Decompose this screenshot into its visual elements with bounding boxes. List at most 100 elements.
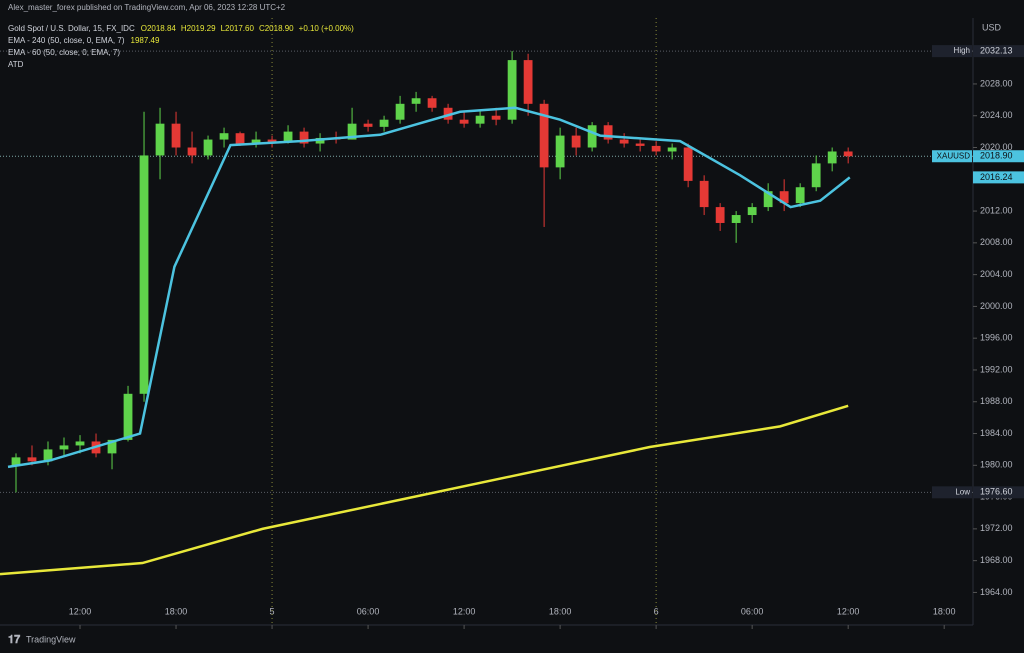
y-tick-label: 2012.00	[980, 205, 1013, 215]
ema-line	[7, 106, 851, 469]
candle-body	[75, 441, 85, 446]
candle-body	[603, 125, 613, 140]
candle-body	[219, 133, 229, 140]
ema-line	[0, 404, 849, 576]
y-tick-label: 1964.00	[980, 587, 1013, 597]
header: Alex_master_forex published on TradingVi…	[8, 3, 286, 12]
candle-body	[187, 147, 197, 156]
price-marker-name: Low	[955, 487, 970, 496]
x-tick-label: 6	[654, 606, 659, 616]
x-tick-label: 12:00	[453, 606, 476, 616]
y-tick-label: 1980.00	[980, 460, 1013, 470]
legend-ohlc: H2019.29	[181, 24, 216, 33]
candle-body	[843, 151, 853, 157]
price-marker-name: XAUUSD	[937, 151, 971, 160]
candle-body	[43, 449, 53, 462]
candle-body	[699, 180, 709, 208]
candle-body	[411, 98, 421, 104]
price-marker-bg	[973, 150, 1024, 163]
candle-body	[555, 135, 565, 168]
candle-body	[427, 98, 437, 108]
candle-body	[667, 147, 677, 152]
candle-body	[539, 103, 549, 168]
candle-body	[235, 133, 245, 144]
candle-body	[523, 60, 533, 104]
price-marker-label: 2032.13	[980, 46, 1013, 56]
candle-body	[203, 139, 213, 156]
candle-body	[347, 123, 357, 140]
y-tick-label: 2028.00	[980, 78, 1013, 88]
legend-line-name: EMA - 240 (50, close, 0, EMA, 7)	[8, 36, 125, 45]
x-tick-label: 06:00	[357, 606, 380, 616]
x-tick-label: 06:00	[741, 606, 764, 616]
candle-body	[635, 143, 645, 146]
candle-body	[491, 115, 501, 120]
candle-body	[107, 439, 117, 454]
price-marker-bg	[973, 486, 1024, 499]
price-marker-name: High	[954, 46, 970, 55]
candle-body	[443, 107, 453, 120]
legend-line-value: 1987.49	[131, 36, 160, 45]
candle-body	[475, 115, 485, 124]
y-tick-label: 2020.00	[980, 142, 1013, 152]
candle-body	[139, 155, 149, 394]
candle-body	[379, 119, 389, 127]
candle-body	[363, 123, 373, 127]
price-marker-name-bg	[932, 486, 972, 499]
price-marker-name-bg	[932, 150, 972, 163]
candle-body	[827, 151, 837, 164]
candle-body	[571, 135, 581, 148]
candle-body	[683, 147, 693, 181]
x-tick-label: 18:00	[933, 606, 956, 616]
candle-body	[587, 125, 597, 148]
candle-body	[267, 139, 277, 142]
candle-body	[507, 60, 517, 120]
price-marker-label: 1976.60	[980, 487, 1013, 497]
y-tick-label: 1972.00	[980, 523, 1013, 533]
y-tick-label: 2008.00	[980, 237, 1013, 247]
candle-body	[251, 139, 261, 144]
x-tick-label: 5	[270, 606, 275, 616]
candle-body	[459, 119, 469, 124]
x-tick-label: 12:00	[69, 606, 92, 616]
y-tick-label: 1992.00	[980, 364, 1013, 374]
candle-body	[619, 139, 629, 144]
candle-body	[11, 457, 21, 466]
candle-body	[27, 457, 37, 462]
ema-marker-label: 2016.24	[980, 172, 1013, 182]
price-marker-label: 2018.90	[980, 151, 1013, 161]
y-tick-label: 1984.00	[980, 428, 1013, 438]
y-tick-label: 2004.00	[980, 269, 1013, 279]
candle-body	[123, 393, 133, 440]
legend-ohlc: +0.10 (+0.00%)	[299, 24, 354, 33]
candle-body	[731, 215, 741, 223]
candle-body	[59, 445, 69, 450]
legend-ohlc: O2018.84	[141, 24, 177, 33]
candle-body	[299, 131, 309, 144]
candle-body	[395, 103, 405, 120]
price-marker-name-bg	[932, 45, 972, 58]
candle-body	[715, 207, 725, 223]
y-tick-label: 1988.00	[980, 396, 1013, 406]
candle-body	[747, 207, 757, 216]
ema-marker-bg	[973, 171, 1024, 184]
legend-indicator: ATD	[8, 60, 24, 69]
candle-body	[763, 191, 773, 208]
legend-line-name: EMA - 60 (50, close, 0, EMA, 7)	[8, 48, 120, 57]
axis-unit: USD	[982, 22, 1002, 32]
legend-ohlc: C2018.90	[259, 24, 294, 33]
y-tick-label: 1968.00	[980, 555, 1013, 565]
price-marker-bg	[973, 45, 1024, 58]
logo: 𝟏𝟕 TradingView	[8, 634, 76, 646]
y-tick-label: 2024.00	[980, 110, 1013, 120]
x-tick-label: 18:00	[165, 606, 188, 616]
candle-body	[811, 163, 821, 188]
candle-body	[795, 187, 805, 204]
candle-body	[779, 191, 789, 204]
candle-body	[651, 145, 661, 152]
y-tick-label: 1996.00	[980, 333, 1013, 343]
legend-symbol: Gold Spot / U.S. Dollar, 15, FX_IDC	[8, 24, 135, 33]
x-tick-label: 18:00	[549, 606, 572, 616]
x-tick-label: 12:00	[837, 606, 860, 616]
